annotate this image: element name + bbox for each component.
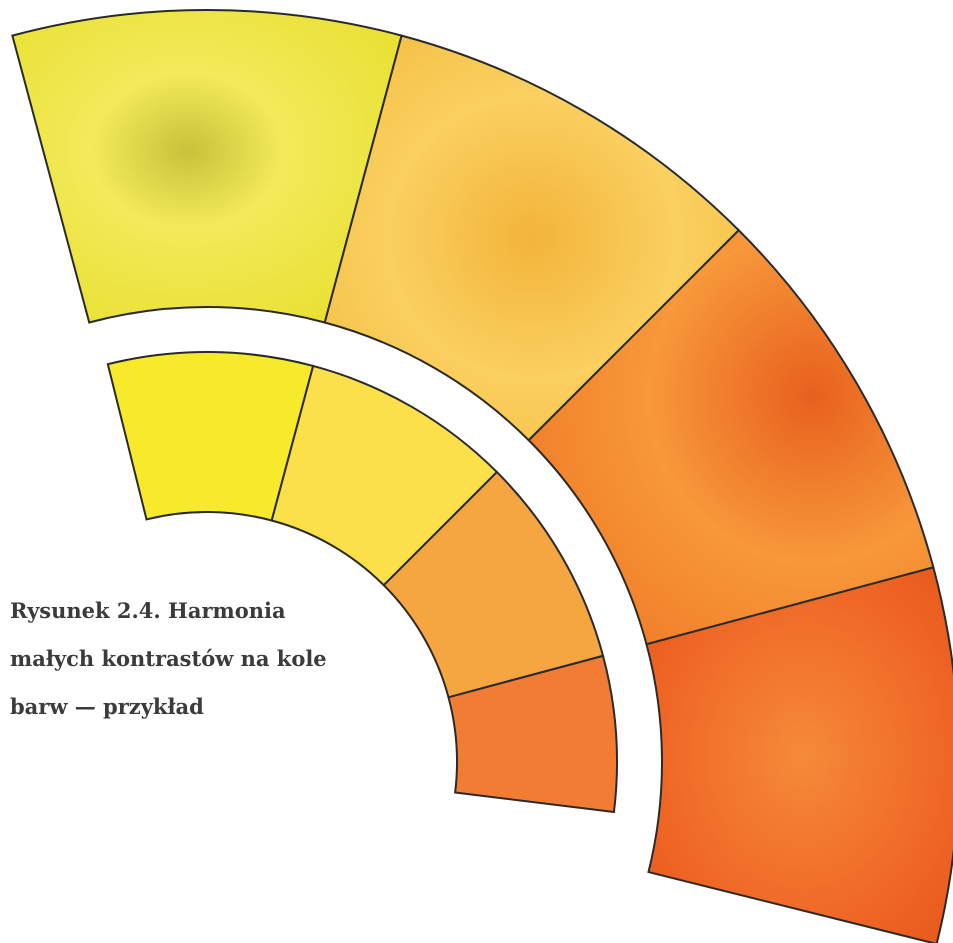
figure: Rysunek 2.4. Harmonia małych kontrastów … [0,0,953,943]
caption-line: Rysunek 2.4. Harmonia [10,598,286,623]
color-wheel [12,10,953,943]
page: Rysunek 2.4. Harmonia małych kontrastów … [0,0,953,943]
caption-line: barw — przykład [10,694,204,719]
caption-line: małych kontrastów na kole [10,646,327,671]
